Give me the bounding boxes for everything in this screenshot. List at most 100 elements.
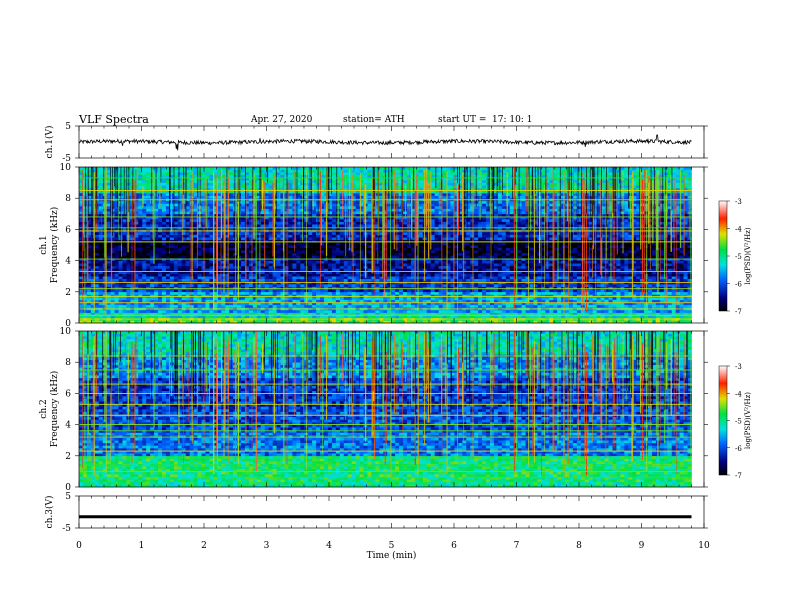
spectrogram-cell — [414, 286, 420, 290]
spectrogram-cell — [588, 312, 594, 316]
spectrogram-cell — [497, 263, 503, 267]
spectrogram-cell — [671, 291, 676, 295]
spectrogram-cell — [86, 284, 92, 287]
spectrogram-cell — [122, 250, 127, 254]
spectrogram-cell — [165, 320, 171, 324]
spectrogram-cell — [205, 245, 210, 248]
spectrogram-cell — [173, 315, 179, 319]
spectrogram-cell — [327, 310, 333, 313]
spectrogram-cell — [659, 291, 665, 295]
spectrogram-cell — [197, 312, 202, 316]
spectrogram-cell — [86, 265, 92, 269]
spectrogram-cell — [347, 299, 352, 303]
spectrogram-cell — [339, 271, 345, 274]
spectrogram-cell — [327, 289, 333, 293]
spectrogram-cell — [406, 268, 412, 272]
spectrogram-cell — [399, 255, 404, 259]
spectrogram-cell — [632, 302, 637, 306]
spectrogram-cell — [213, 284, 218, 287]
spectrogram-cell — [343, 294, 349, 298]
spectrogram-cell — [418, 265, 424, 269]
spectrogram-cell — [327, 265, 333, 269]
spectrogram-cell — [371, 265, 376, 269]
spectrogram-cell — [134, 255, 139, 259]
spectrogram-cell — [296, 304, 301, 308]
spectrogram-cell — [620, 252, 625, 256]
spectrogram-cell — [651, 291, 657, 295]
spectrogram-cell — [288, 273, 293, 277]
spectrogram-cell — [549, 263, 554, 267]
spectrogram-cell — [304, 312, 309, 316]
spectrogram-cell — [588, 310, 594, 313]
spectrogram-cell — [150, 320, 155, 324]
spectrogram-cell — [347, 297, 352, 300]
spectrogram-cell — [493, 310, 499, 313]
spectrogram-cell — [383, 286, 388, 290]
spectrogram-cell — [229, 315, 234, 319]
spectrogram-cell — [264, 299, 269, 303]
spectrogram-cell — [434, 312, 439, 316]
spectrogram-cell — [371, 273, 376, 277]
spectrogram-cell — [493, 302, 499, 306]
spectrogram-cell — [355, 268, 360, 272]
spectrogram-cell — [316, 286, 321, 290]
spectrogram-cell — [470, 310, 475, 313]
spectrogram-cell — [181, 245, 186, 248]
spectrogram-cell — [158, 260, 163, 264]
spectrogram-cell — [114, 252, 119, 256]
spectrogram-cell — [663, 265, 669, 269]
spectrogram-cell — [659, 268, 665, 272]
spectrogram-cell — [122, 310, 127, 313]
spectrogram-cell — [213, 315, 218, 319]
spectrogram-cell — [343, 276, 349, 280]
spectrogram-cell — [458, 310, 463, 313]
spectrogram-cell — [561, 268, 566, 272]
spectrogram-cell — [474, 268, 479, 272]
date-label: Apr. 27, 2020 — [251, 115, 313, 125]
spectrogram-cell — [331, 265, 337, 269]
spectrogram-cell — [288, 315, 293, 319]
spectrogram-cell — [399, 302, 404, 306]
spectrogram-cell — [442, 255, 447, 259]
spectrogram-cell — [446, 273, 451, 277]
spectrogram-cell — [308, 289, 313, 293]
spectrogram-cell — [229, 260, 234, 264]
spectrogram-cell — [478, 310, 483, 313]
spectrogram-cell — [150, 255, 155, 259]
spectrogram-cell — [98, 297, 104, 300]
spectrogram-cell — [343, 271, 349, 274]
spectrogram-cell — [138, 271, 143, 274]
spectrogram-cell — [130, 294, 135, 298]
spectrogram-cell — [410, 245, 416, 248]
spectrogram-cell — [486, 310, 491, 313]
spectrogram-cell — [529, 245, 534, 248]
spectrogram-cell — [557, 255, 562, 259]
spectrogram-cell — [300, 260, 305, 264]
spectrogram-cell — [466, 284, 471, 287]
spectrogram-cell — [462, 312, 467, 316]
spectrogram-cell — [327, 278, 333, 282]
spectrogram-cell — [300, 320, 305, 324]
spectrogram-cell — [478, 255, 483, 259]
spectrogram-cell — [316, 242, 321, 246]
spectrogram-cell — [687, 278, 692, 282]
spectrogram-cell — [256, 297, 262, 300]
spectrogram-cell — [458, 250, 463, 254]
spectrogram-cell — [146, 310, 151, 313]
spectrogram-cell — [655, 312, 661, 316]
spectrogram-cell — [612, 312, 617, 316]
spectrogram-cell — [497, 286, 503, 290]
spectrogram-cell — [284, 284, 289, 287]
spectrogram-cell — [600, 320, 605, 324]
spectrogram-cell — [161, 297, 167, 300]
spectrogram-cell — [438, 315, 443, 319]
ch1-waveform-panel: 5-5ch.1(V) — [44, 122, 708, 164]
spectrogram-cell — [391, 299, 396, 303]
spectrogram-cell — [410, 260, 416, 264]
spectrogram-cell — [320, 252, 325, 256]
spectrogram-cell — [600, 315, 605, 319]
spectrogram-cell — [399, 286, 404, 290]
spectrogram-cell — [110, 276, 115, 280]
spectrogram-cell — [466, 250, 471, 254]
spectrogram-cell — [553, 310, 558, 313]
